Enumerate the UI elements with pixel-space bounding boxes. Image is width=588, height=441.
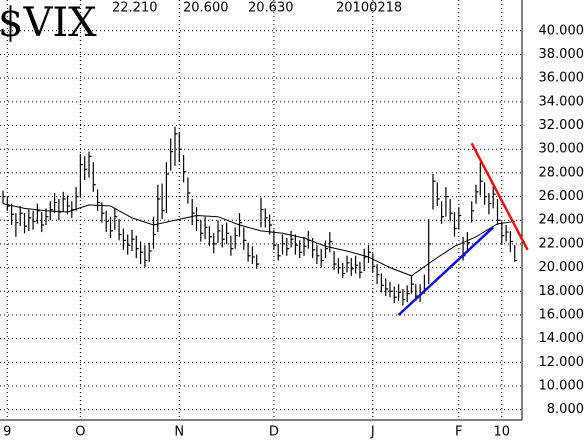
annotation: 20100218 [336,1,402,16]
y-tick-label: 24.000 [539,213,585,228]
y-tick-label: 34.000 [539,94,585,109]
y-tick-label: 30.000 [539,142,585,157]
y-tick-label: 32.000 [539,118,585,133]
y-tick-label: 20.000 [539,260,585,275]
line [2,203,515,277]
annotation: 20.600 [183,1,229,16]
y-tick-label: 36.000 [539,71,585,86]
y-tick-label: 22.000 [539,236,585,251]
x-tick-label: 9 [3,425,11,440]
line [397,226,495,316]
y-tick-label: 14.000 [539,331,585,346]
line [470,142,529,251]
annotation: 20.630 [248,1,294,16]
y-tick-label: 12.000 [539,355,585,370]
chart-title: $VIX [0,0,97,46]
y-tick-label: 16.000 [539,307,585,322]
y-tick-label: 38.000 [539,47,585,62]
annotation: 22.210 [112,1,158,16]
x-tick-label: D [269,425,279,440]
x-tick-label: J [370,425,375,440]
x-tick-label: N [174,425,184,440]
x-tick-label: O [75,425,85,440]
y-tick-label: 10.000 [539,379,585,394]
y-tick-label: 26.000 [539,189,585,204]
y-tick-label: 18.000 [539,284,585,299]
y-tick-label: 28.000 [539,165,585,180]
x-tick-label: 10 [494,425,511,440]
y-tick-label: 8.000 [547,402,584,417]
x-tick-label: F [455,425,462,440]
y-tick-label: 40.000 [539,23,585,38]
